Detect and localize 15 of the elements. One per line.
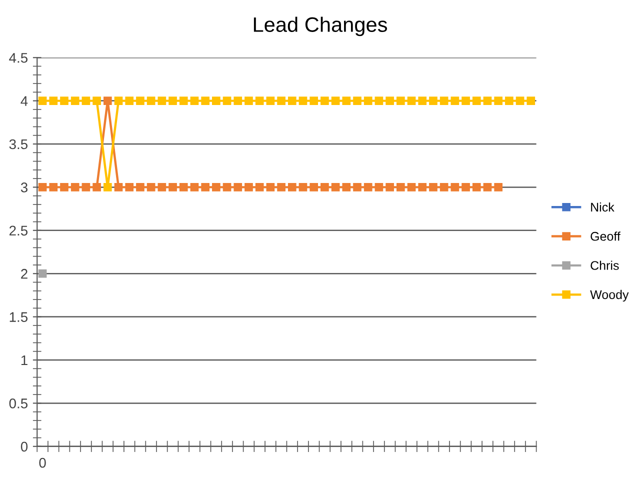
legend-label: Woody <box>590 290 629 302</box>
y-tick-label: 1 <box>21 355 28 366</box>
legend-label: Chris <box>590 260 619 270</box>
y-tick-label: 2.5 <box>9 226 28 236</box>
chart-title: Lead Changes <box>254 16 388 36</box>
legend-label: Geoff <box>590 232 620 241</box>
y-tick-label: 1.5 <box>10 312 28 322</box>
legend-label: Nick <box>591 202 614 212</box>
y-tick-label: 2 <box>21 268 28 279</box>
y-tick-label: 4.5 <box>9 53 28 63</box>
y-tick-label: 4 <box>20 96 28 106</box>
y-tick-label: 3.5 <box>9 139 28 150</box>
y-tick-label: 0 <box>20 442 28 452</box>
y-tick-label: 3 <box>20 182 28 192</box>
y-tick-label: 0.5 <box>9 398 28 408</box>
